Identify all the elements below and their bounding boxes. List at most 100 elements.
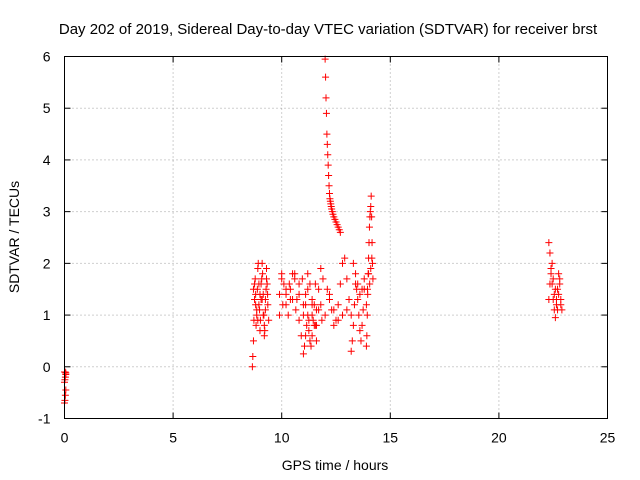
data-point: [545, 239, 553, 247]
data-point: [339, 259, 347, 267]
data-point: [304, 270, 312, 278]
data-point: [262, 285, 270, 293]
data-point: [310, 301, 318, 309]
data-point: [311, 280, 319, 288]
x-tick-label: 15: [383, 430, 399, 446]
data-point: [278, 275, 286, 283]
data-point: [343, 306, 351, 314]
data-point: [248, 363, 256, 371]
data-point: [546, 249, 554, 257]
data-point: [259, 311, 267, 319]
plot-frame: [64, 56, 608, 419]
data-point: [546, 280, 554, 288]
data-point: [315, 306, 323, 314]
tick-labels: 0 5 10 15 20 25 -1 0 1 2 3 4 5 6: [38, 49, 615, 446]
data-point: [547, 270, 555, 278]
data-point: [315, 285, 323, 293]
data-point: [323, 285, 331, 293]
data-point: [295, 290, 303, 298]
data-point: [324, 151, 332, 159]
data-point: [348, 337, 356, 345]
data-point: [263, 280, 271, 288]
data-point: [301, 342, 309, 350]
x-tick-label: 0: [61, 430, 69, 446]
data-point: [317, 301, 325, 309]
data-point: [362, 301, 370, 309]
data-point: [261, 306, 269, 314]
data-point: [322, 109, 330, 117]
data-point: [365, 270, 373, 278]
y-tick-label: 2: [43, 255, 51, 271]
data-point: [262, 265, 270, 273]
y-tick-label: -1: [38, 411, 51, 427]
data-point: [282, 285, 290, 293]
data-point: [366, 280, 374, 288]
data-point: [349, 321, 357, 329]
axis-ticks: [64, 56, 608, 419]
data-point: [295, 316, 303, 324]
data-point: [286, 296, 294, 304]
data-point: [549, 275, 557, 283]
data-point: [368, 213, 376, 221]
data-point: [249, 337, 257, 345]
data-point: [262, 275, 270, 283]
data-point: [253, 306, 261, 314]
data-point: [319, 275, 327, 283]
data-point: [548, 259, 556, 267]
data-point: [368, 239, 376, 247]
data-point: [336, 228, 344, 236]
data-point: [555, 270, 563, 278]
data-point: [365, 223, 373, 231]
data-point: [258, 259, 266, 267]
data-point: [312, 337, 320, 345]
data-point: [302, 332, 310, 340]
data-point: [339, 311, 347, 319]
data-point: [551, 285, 559, 293]
data-point: [298, 275, 306, 283]
data-point: [552, 296, 560, 304]
data-point: [362, 342, 370, 350]
data-point: [307, 342, 315, 350]
data-point: [325, 171, 333, 179]
data-point: [304, 285, 312, 293]
data-point: [363, 311, 371, 319]
grid: [64, 56, 608, 419]
data-point: [276, 290, 284, 298]
data-point: [349, 259, 357, 267]
data-point: [261, 296, 269, 304]
data-point: [354, 296, 362, 304]
data-point: [347, 347, 355, 355]
x-tick-label: 25: [600, 430, 616, 446]
data-point: [303, 321, 311, 329]
data-point: [257, 280, 265, 288]
chart-title: Day 202 of 2019, Sidereal Day-to-day VTE…: [59, 21, 598, 38]
data-point: [325, 296, 333, 304]
data-point: [356, 327, 364, 335]
data-point: [369, 275, 377, 283]
data-point: [336, 280, 344, 288]
data-point: [62, 386, 70, 394]
data-point: [367, 265, 375, 273]
y-tick-label: 0: [43, 359, 51, 375]
data-point: [352, 270, 360, 278]
data-point: [299, 350, 307, 358]
data-point: [308, 296, 316, 304]
data-point: [323, 140, 331, 148]
data-point: [345, 296, 353, 304]
data-point: [328, 306, 336, 314]
y-tick-label: 4: [43, 152, 51, 168]
data-point: [249, 285, 257, 293]
data-point: [279, 301, 287, 309]
data-point: [302, 290, 310, 298]
data-point: [359, 306, 367, 314]
data-point: [317, 265, 325, 273]
data-point: [360, 275, 368, 283]
x-tick-label: 10: [274, 430, 290, 446]
data-point: [252, 321, 260, 329]
data-point: [264, 290, 272, 298]
data-point: [299, 301, 307, 309]
data-point: [285, 280, 293, 288]
data-point: [324, 161, 332, 169]
y-axis-label: SDTVAR / TECUs: [6, 181, 22, 293]
